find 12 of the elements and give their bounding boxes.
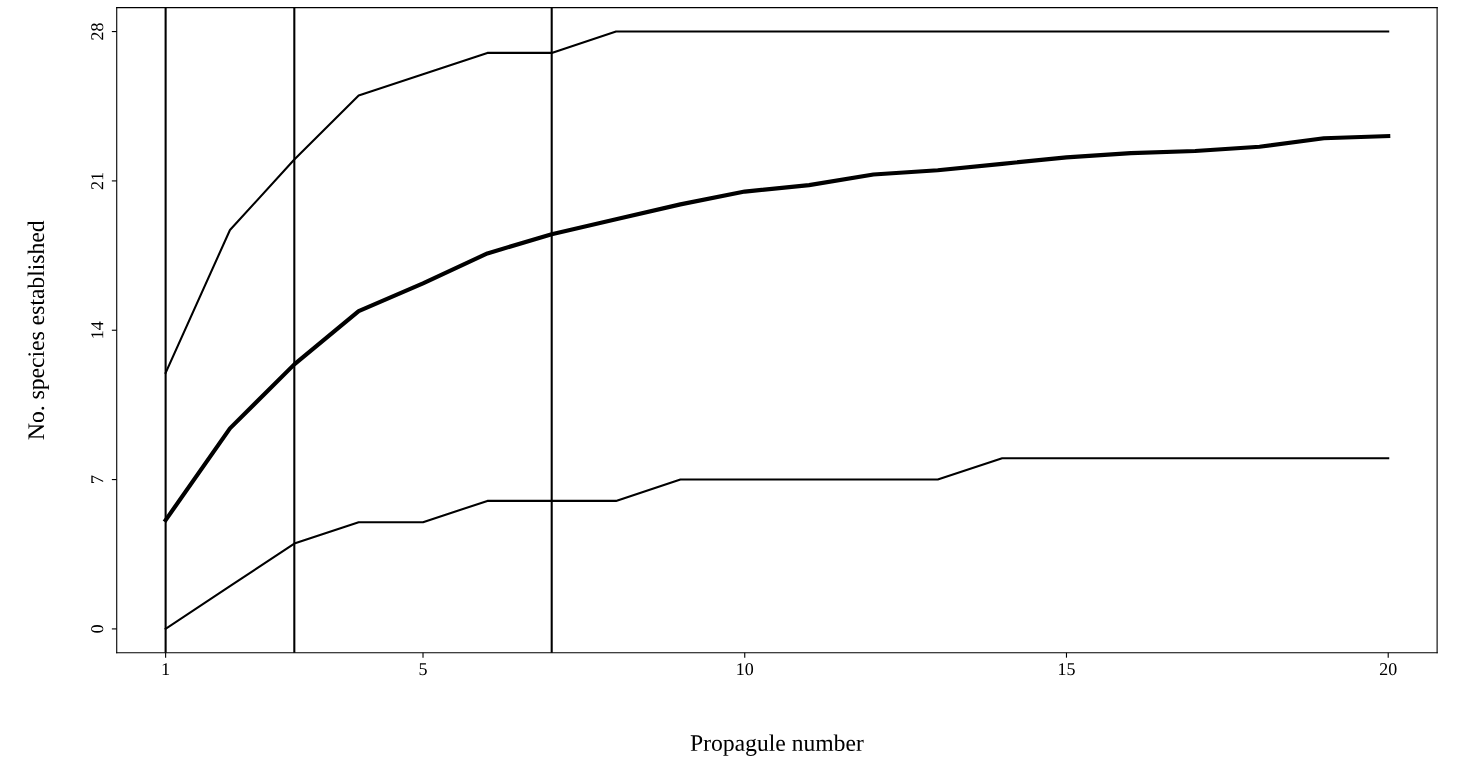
x-tick-label: 10 bbox=[737, 663, 754, 676]
x-tick-label: 15 bbox=[1059, 663, 1075, 676]
x-tick-label: 5 bbox=[419, 663, 427, 676]
x-axis-title: Propagule number bbox=[690, 734, 864, 756]
y-tick-label: 28 bbox=[91, 23, 104, 40]
y-tick-label: 14 bbox=[91, 321, 104, 338]
y-tick-label: 7 bbox=[91, 475, 104, 483]
x-tick-label: 20 bbox=[1379, 663, 1397, 676]
x-tick-label: 1 bbox=[162, 663, 170, 676]
y-tick-label: 0 bbox=[91, 625, 104, 633]
y-tick-label: 21 bbox=[91, 172, 104, 190]
y-axis-title: No. species established bbox=[27, 220, 49, 440]
